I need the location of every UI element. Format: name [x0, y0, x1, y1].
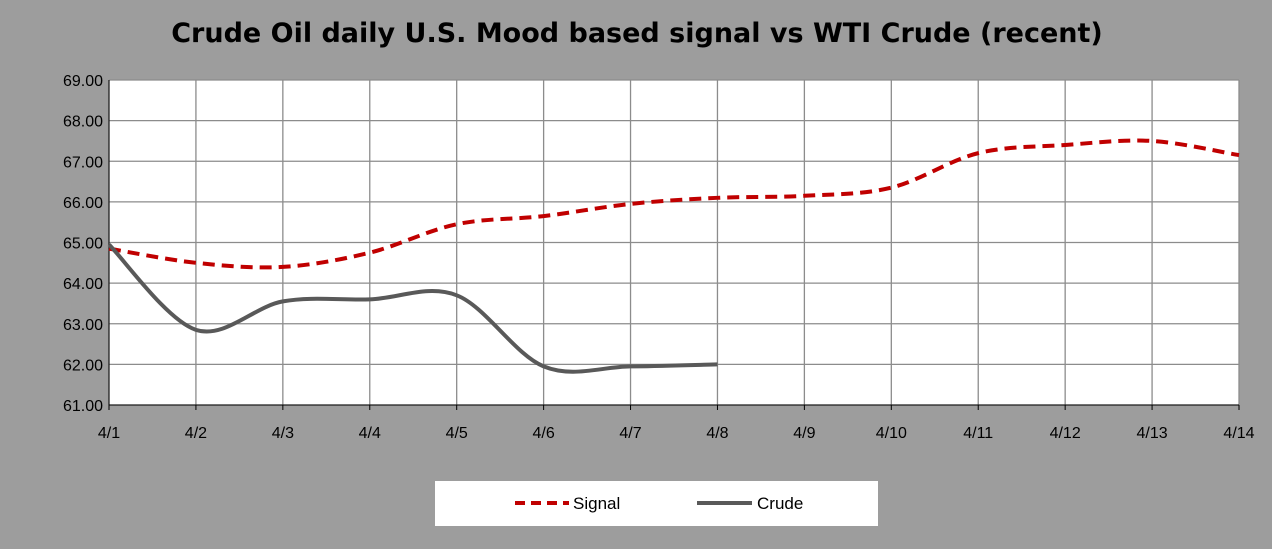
x-tick-label: 4/7 — [619, 425, 641, 442]
y-tick-label: 61.00 — [63, 398, 103, 415]
x-tick-label: 4/14 — [1223, 425, 1254, 442]
x-tick-label: 4/5 — [446, 425, 468, 442]
axes: 61.00 62.00 63.00 64.00 65.00 66.00 67.00 68.00… — [63, 73, 1255, 442]
legend-signal-label: Signal — [573, 494, 620, 513]
series-line-signal — [108, 138, 1240, 270]
y-tick-label: 68.00 — [63, 114, 103, 131]
y-tick-label: 62.00 — [63, 357, 103, 374]
legend: Signal Crude — [435, 481, 878, 526]
x-tick-label: 4/13 — [1137, 425, 1168, 442]
y-tick-label: 63.00 — [63, 317, 103, 334]
x-tick-label: 4/4 — [359, 425, 381, 442]
x-tick-label: 4/9 — [793, 425, 815, 442]
legend-crude-label: Crude — [757, 494, 803, 513]
y-tick-label: 64.00 — [63, 276, 103, 293]
x-tick-label: 4/3 — [272, 425, 294, 442]
x-tick-label: 4/1 — [98, 425, 120, 442]
x-tick-label: 4/6 — [532, 425, 554, 442]
legend-box — [435, 481, 878, 526]
series-layer — [107, 138, 1240, 374]
y-tick-label: 69.00 — [63, 73, 103, 90]
y-tick-label: 67.00 — [63, 154, 103, 171]
y-tick-label: 66.00 — [63, 195, 103, 212]
x-tick-label: 4/8 — [706, 425, 728, 442]
y-tick-label: 65.00 — [63, 236, 103, 253]
x-tick-label: 4/11 — [963, 425, 993, 442]
x-tick-label: 4/12 — [1050, 425, 1081, 442]
chart-title: Crude Oil daily U.S. Mood based signal v… — [171, 18, 1103, 49]
x-tick-label: 4/2 — [185, 425, 207, 442]
series-line-crude — [107, 243, 718, 374]
x-tick-label: 4/10 — [876, 425, 907, 442]
